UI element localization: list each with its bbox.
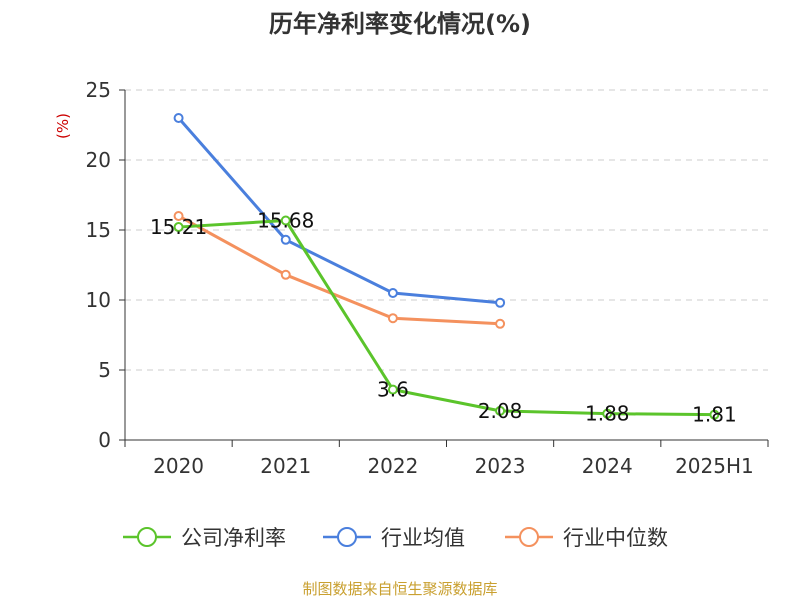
legend-label: 行业中位数: [563, 526, 668, 550]
y-tick-label: 0: [98, 428, 111, 452]
y-tick-label: 5: [98, 358, 111, 382]
legend-marker: [137, 527, 157, 547]
x-tick-label: 2023: [475, 454, 526, 478]
data-point: [173, 222, 184, 233]
data-label: 15.68: [257, 208, 314, 232]
y-tick-label: 25: [86, 78, 111, 102]
series-0: 15.21 15.68 3.6 2.08 1.88 1.81: [150, 208, 737, 426]
series-group: 15.21 15.68 3.6 2.08 1.88 1.81: [150, 113, 737, 427]
data-point: [280, 215, 291, 226]
data-point: [709, 409, 720, 420]
x-tick-label: 2020: [153, 454, 204, 478]
data-label: 2.08: [478, 399, 523, 423]
data-point: [495, 318, 506, 329]
series-line: [178, 218, 715, 417]
series-1: [173, 113, 506, 308]
data-point: [280, 269, 291, 280]
series-line: [177, 214, 501, 326]
gridlines: [125, 89, 768, 371]
x-tick-label: 2021: [260, 454, 311, 478]
series-2: [173, 211, 506, 329]
y-tick-label: 10: [86, 288, 111, 312]
series-line: [177, 117, 501, 305]
legend-marker: [519, 527, 539, 547]
axes: 0 5 10 15 20 25 2020 2021 2022 2023 2024 2025H1: [86, 78, 769, 478]
x-tick-label: 2025H1: [675, 454, 754, 478]
legend-item-0: 公司净利率: [123, 526, 286, 550]
data-point: [173, 113, 184, 123]
data-point: [280, 234, 291, 245]
legend-item-1: 行业均值: [323, 526, 465, 550]
y-axis-label: (%): [54, 113, 72, 139]
legend: 公司净利率 行业均值 行业中位数: [123, 526, 668, 550]
data-label: 1.88: [585, 402, 630, 426]
data-point: [387, 288, 398, 298]
data-label: 3.6: [377, 378, 409, 402]
data-point: [387, 384, 398, 395]
data-point: [173, 211, 184, 221]
y-tick-label: 15: [86, 218, 111, 242]
data-label: 15.21: [150, 215, 207, 239]
y-tick-label: 20: [86, 148, 111, 172]
data-label: 1.81: [692, 403, 737, 427]
x-tick-label: 2022: [367, 454, 418, 478]
source-note: 制图数据来自恒生聚源数据库: [302, 580, 497, 598]
data-point: [602, 408, 613, 419]
data-point: [387, 313, 398, 324]
x-tick-label: 2024: [582, 454, 633, 478]
legend-label: 行业均值: [381, 526, 465, 550]
data-point: [495, 405, 506, 416]
data-point: [495, 297, 506, 308]
legend-marker: [337, 527, 357, 547]
legend-item-2: 行业中位数: [505, 526, 668, 550]
legend-label: 公司净利率: [181, 526, 286, 550]
chart-title: 历年净利率变化情况(%): [269, 10, 531, 38]
